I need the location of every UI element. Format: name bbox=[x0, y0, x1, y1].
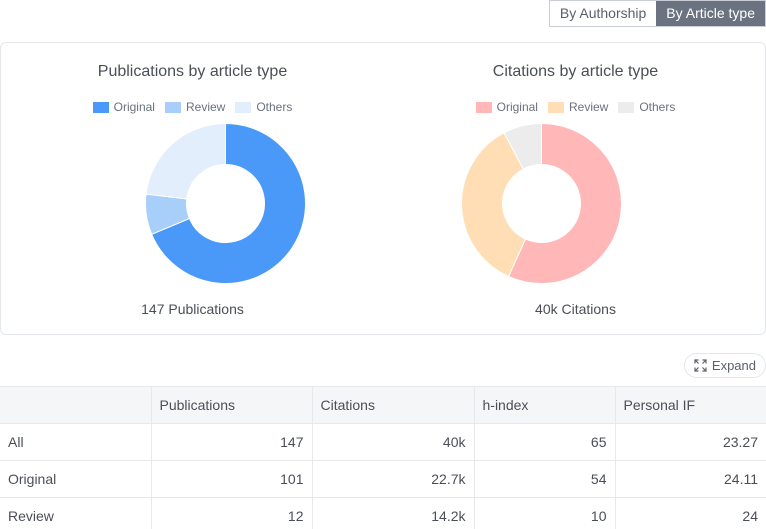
donut-slice-review[interactable] bbox=[461, 132, 527, 278]
citations-donut bbox=[461, 123, 622, 284]
table-header bbox=[0, 386, 152, 424]
legend-swatch bbox=[618, 101, 635, 113]
table-header: h-index bbox=[473, 386, 616, 424]
legend-item-others[interactable]: Others bbox=[235, 100, 292, 114]
table-row: Original 101 22.7k 54 24.11 bbox=[0, 460, 766, 498]
table-cell: 65 bbox=[473, 423, 616, 461]
table-header: Publications bbox=[150, 386, 313, 424]
legend-label: Others bbox=[639, 100, 676, 114]
row-label: Original bbox=[0, 460, 152, 498]
legend-item-original[interactable]: Original bbox=[475, 100, 538, 114]
legend-label: Original bbox=[113, 100, 155, 114]
table-cell: 12 bbox=[150, 497, 313, 529]
legend-label: Review bbox=[185, 100, 226, 114]
donut-slice-original[interactable] bbox=[507, 123, 622, 284]
citations-chart-panel: Citations by article type Original Revie… bbox=[384, 43, 766, 334]
table-cell: 10 bbox=[473, 497, 616, 529]
chart-title: Citations by article type bbox=[492, 63, 659, 80]
chart-title: Publications by article type bbox=[97, 63, 288, 80]
legend-swatch bbox=[235, 101, 252, 113]
row-label: Review bbox=[0, 497, 152, 529]
legend-item-original[interactable]: Original bbox=[92, 100, 155, 114]
chart-legend: Original Review Others bbox=[384, 100, 766, 114]
table-cell: 23.27 bbox=[614, 423, 766, 461]
row-label: All bbox=[0, 423, 152, 461]
chart-total: 40k Citations bbox=[535, 301, 616, 317]
table-cell: 147 bbox=[150, 423, 313, 461]
chart-legend: Original Review Others bbox=[1, 100, 384, 114]
table-cell: 22.7k bbox=[311, 460, 475, 498]
publications-chart-panel: Publications by article type Original Re… bbox=[1, 43, 384, 334]
legend-item-review[interactable]: Review bbox=[164, 100, 226, 114]
metrics-table: Publications Citations h-index Personal … bbox=[0, 386, 766, 529]
table-cell: 14.2k bbox=[311, 497, 475, 529]
expand-icon bbox=[694, 359, 707, 372]
table-row: All 147 40k 65 23.27 bbox=[0, 423, 766, 461]
table-header: Personal IF bbox=[614, 386, 766, 424]
charts-card: Publications by article type Original Re… bbox=[0, 42, 766, 335]
legend-swatch bbox=[475, 101, 492, 113]
publications-donut bbox=[145, 123, 306, 284]
donut-slice-original[interactable] bbox=[151, 123, 306, 284]
table-cell: 24.11 bbox=[614, 460, 766, 498]
legend-item-review[interactable]: Review bbox=[547, 100, 609, 114]
table-cell: 40k bbox=[311, 423, 475, 461]
by-article-type-button[interactable]: By Article type bbox=[656, 1, 765, 26]
donut-slice-others[interactable] bbox=[503, 123, 542, 170]
table-cell: 54 bbox=[473, 460, 616, 498]
table-cell: 24 bbox=[614, 497, 766, 529]
view-toggle: By Authorship By Article type bbox=[548, 0, 766, 27]
legend-label: Original bbox=[496, 100, 538, 114]
by-authorship-button[interactable]: By Authorship bbox=[549, 1, 657, 26]
expand-button[interactable]: Expand bbox=[683, 353, 766, 378]
legend-swatch bbox=[92, 101, 109, 113]
legend-swatch bbox=[164, 101, 181, 113]
table-row: Review 12 14.2k 10 24 bbox=[0, 497, 766, 529]
table-header: Citations bbox=[311, 386, 475, 424]
donut-slice-others[interactable] bbox=[145, 123, 226, 200]
legend-label: Review bbox=[568, 100, 609, 114]
table-cell: 101 bbox=[150, 460, 313, 498]
legend-item-others[interactable]: Others bbox=[618, 100, 675, 114]
chart-total: 147 Publications bbox=[141, 301, 244, 317]
legend-swatch bbox=[547, 101, 564, 113]
table-header-row: Publications Citations h-index Personal … bbox=[0, 386, 766, 424]
legend-label: Others bbox=[256, 100, 293, 114]
expand-label: Expand bbox=[711, 358, 756, 373]
